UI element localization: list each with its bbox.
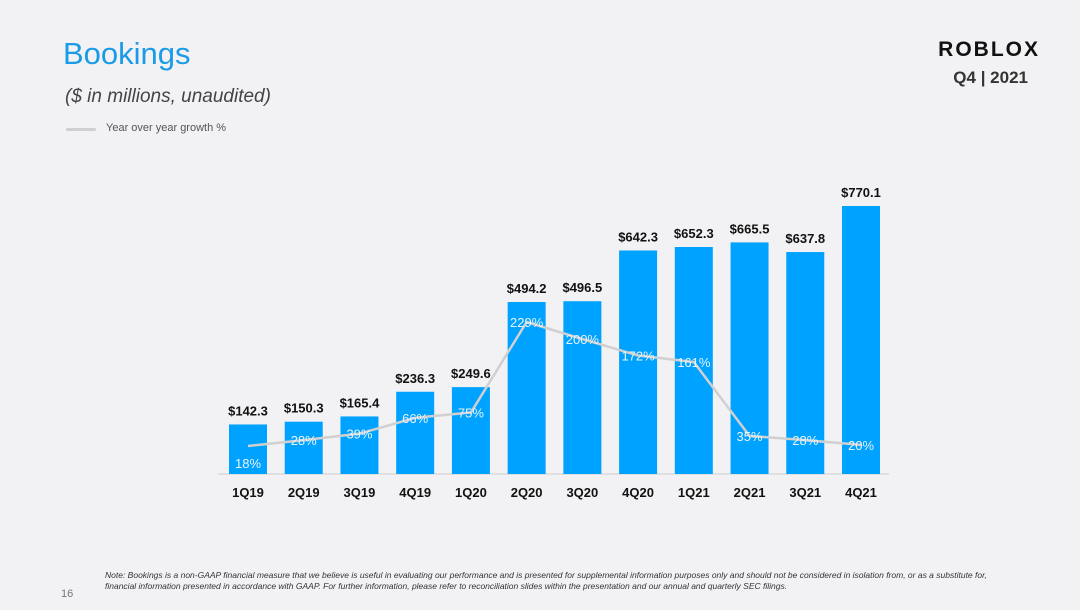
x-tick-label: 2Q19 [288,485,320,500]
growth-label: 28% [291,433,317,448]
roblox-logo: ROBLOX [938,38,1040,61]
bar-value-label: $494.2 [507,281,547,296]
legend-label: Year over year growth % [106,122,227,134]
bar-value-label: $236.3 [395,371,435,386]
x-tick-label: 4Q20 [622,485,654,500]
bar-value-label: $665.5 [730,221,770,236]
bar-2Q19 [284,421,323,474]
bar-value-label: $637.8 [785,231,825,246]
x-tick-label: 2Q21 [734,485,766,500]
bar-3Q20 [563,301,602,474]
bar-value-label: $249.6 [451,366,491,381]
report-period: Q4 | 2021 [953,68,1028,87]
growth-label: 161% [677,355,711,370]
growth-line [247,320,862,448]
x-tick-label: 1Q21 [678,485,710,500]
legend-line-swatch [66,128,96,131]
growth-label: 20% [848,438,874,453]
growth-label: 35% [737,429,763,444]
growth-label: 39% [346,427,372,442]
bar-value-label: $770.1 [841,185,881,200]
growth-label: 28% [792,433,818,448]
growth-label: 18% [235,456,261,471]
bar-2Q20 [507,302,546,474]
growth-label: 172% [621,348,655,363]
bar-3Q19 [340,416,379,474]
growth-label: 229% [510,315,544,330]
bar-value-label: $496.5 [562,280,602,295]
x-tick-label: 1Q20 [455,485,487,500]
page-subtitle: ($ in millions, unaudited) [65,86,271,107]
x-tick-label: 2Q20 [511,485,543,500]
page-title: Bookings [63,36,191,71]
page-number: 16 [61,588,74,600]
bar-value-label: $150.3 [284,401,324,416]
bar-value-label: $652.3 [674,226,714,241]
x-tick-label: 3Q20 [566,485,598,500]
bar-value-label: $642.3 [618,229,658,244]
x-tick-label: 1Q19 [232,485,264,500]
bar-1Q19 [229,424,267,474]
x-tick-label: 4Q21 [845,485,877,500]
x-tick-label: 3Q19 [344,485,376,500]
bar-value-label: $165.4 [340,395,381,410]
bar-value-label: $142.3 [228,403,268,418]
growth-label: 200% [566,332,600,347]
x-tick-label: 4Q19 [399,485,431,500]
bar-4Q20 [619,250,658,474]
bar-4Q21 [842,206,880,474]
x-tick-label: 3Q21 [789,485,821,500]
footnote: Note: Bookings is a non-GAAP financial m… [105,570,987,591]
growth-label: 75% [458,406,484,421]
bar-1Q20 [451,387,490,474]
bar-3Q21 [786,252,825,474]
growth-label: 66% [402,411,428,426]
bar-4Q19 [396,391,435,474]
